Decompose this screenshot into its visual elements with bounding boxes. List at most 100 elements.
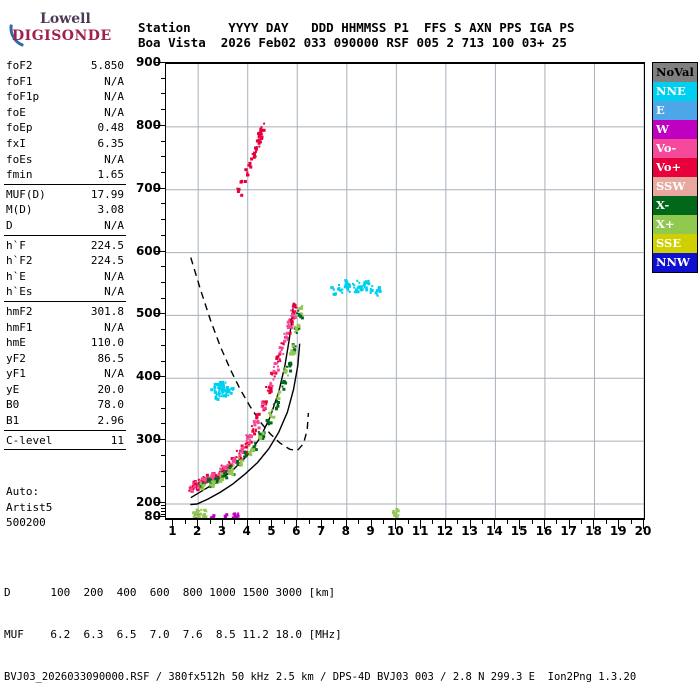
echo-pixel [225,476,228,479]
echo-pixel [264,403,266,405]
echo-pixel [259,437,262,440]
echo-pixel [274,362,277,365]
legend-item-x-[interactable]: X+ [653,215,697,234]
legend-item-vo-[interactable]: Vo+ [653,158,697,177]
echo-pixel [193,486,195,488]
echo-pixel [371,289,374,292]
param-value: N/A [104,218,124,234]
echo-pixel [248,445,250,447]
echo-pixel [296,330,298,332]
echo-pixel [249,435,252,438]
echo-pixel [258,433,261,436]
legend-item-ssw[interactable]: SSW [653,177,697,196]
param-key: h`F [6,238,26,254]
echo-pixel [246,440,248,442]
echo-pixel [206,474,209,477]
echo-pixel [202,488,204,490]
echo-pixel [379,286,381,288]
echo-pixel [293,303,295,305]
legend-item-noval[interactable]: NoVal [653,63,697,82]
echo-pixel [255,151,257,153]
echo-pixel [225,466,227,468]
echo-pixel [214,391,217,394]
x-tick-label: 11 [412,524,429,538]
echo-pixel [263,123,265,125]
echo-pixel [217,392,220,395]
echo-pixel [347,284,349,286]
echo-pixel [289,332,292,335]
legend-item-w[interactable]: W [653,120,697,139]
echo-pixel [286,332,289,335]
echo-pixel [250,158,253,161]
echo-pixel [210,517,212,518]
logo-digisonde-text: DIGISONDE [12,28,112,44]
echo-pixel [246,172,248,174]
echo-pixel [288,323,290,325]
echo-pixel [240,194,243,197]
echo-pixel [364,287,366,289]
echo-pixel [282,353,284,355]
echo-pixel [345,280,347,282]
echo-pixel [358,282,360,284]
echo-pixel [273,403,275,405]
echo-pixel [240,448,242,450]
echo-pixel [254,442,256,444]
param-value: N/A [104,74,124,90]
echo-pixel [261,406,263,408]
param-key: B0 [6,397,19,413]
echo-pixel [205,510,207,512]
echo-pixel [273,366,275,368]
echo-pixel [203,478,205,480]
echo-pixel [287,326,290,329]
echo-pixel [265,407,267,409]
echo-pixel [341,289,343,291]
echo-pixel [214,383,216,385]
echo-pixel [253,432,256,435]
echo-pixel [196,509,199,512]
echo-pixel [286,370,288,372]
echo-pixel [216,481,219,484]
echo-pixel [268,422,270,424]
ionogram-plot-area[interactable] [165,62,645,520]
echo-pixel [255,429,257,431]
echo-pixel [210,388,213,391]
echo-pixel [229,388,231,390]
echo-pixel [233,465,235,467]
echo-pixel [356,280,358,282]
echo-pixel [251,430,254,433]
param-divider [4,430,126,431]
echo-pixel [213,386,216,389]
echo-pixel [289,370,292,373]
echo-pixel [190,490,193,493]
echo-pixel [284,382,287,385]
echo-pixel [265,386,267,388]
legend-item-vo-[interactable]: Vo- [653,139,697,158]
legend-item-x-[interactable]: X- [653,196,697,215]
echo-pixel [287,375,289,377]
echo-pixel [268,412,270,414]
echo-pixel [231,470,233,472]
echo-pixel [229,469,231,471]
param-key: M(D) [6,202,33,218]
param-key: B1 [6,413,19,429]
param-row: M(D)3.08 [4,202,126,218]
echo-pixel [377,295,379,297]
auto-label: Auto: [6,484,52,500]
echo-pixel [218,395,220,397]
auto-program: Artist5 [6,500,52,516]
x-tick-label: 2 [193,524,201,538]
echo-pixel [256,146,258,148]
echo-pixel [220,387,223,390]
legend-item-nne[interactable]: NNE [653,82,697,101]
echo-pixel [231,463,233,465]
param-key: hmF2 [6,304,33,320]
legend-item-nnw[interactable]: NNW [653,253,697,272]
legend-item-sse[interactable]: SSE [653,234,697,253]
legend-item-e[interactable]: E [653,101,697,120]
